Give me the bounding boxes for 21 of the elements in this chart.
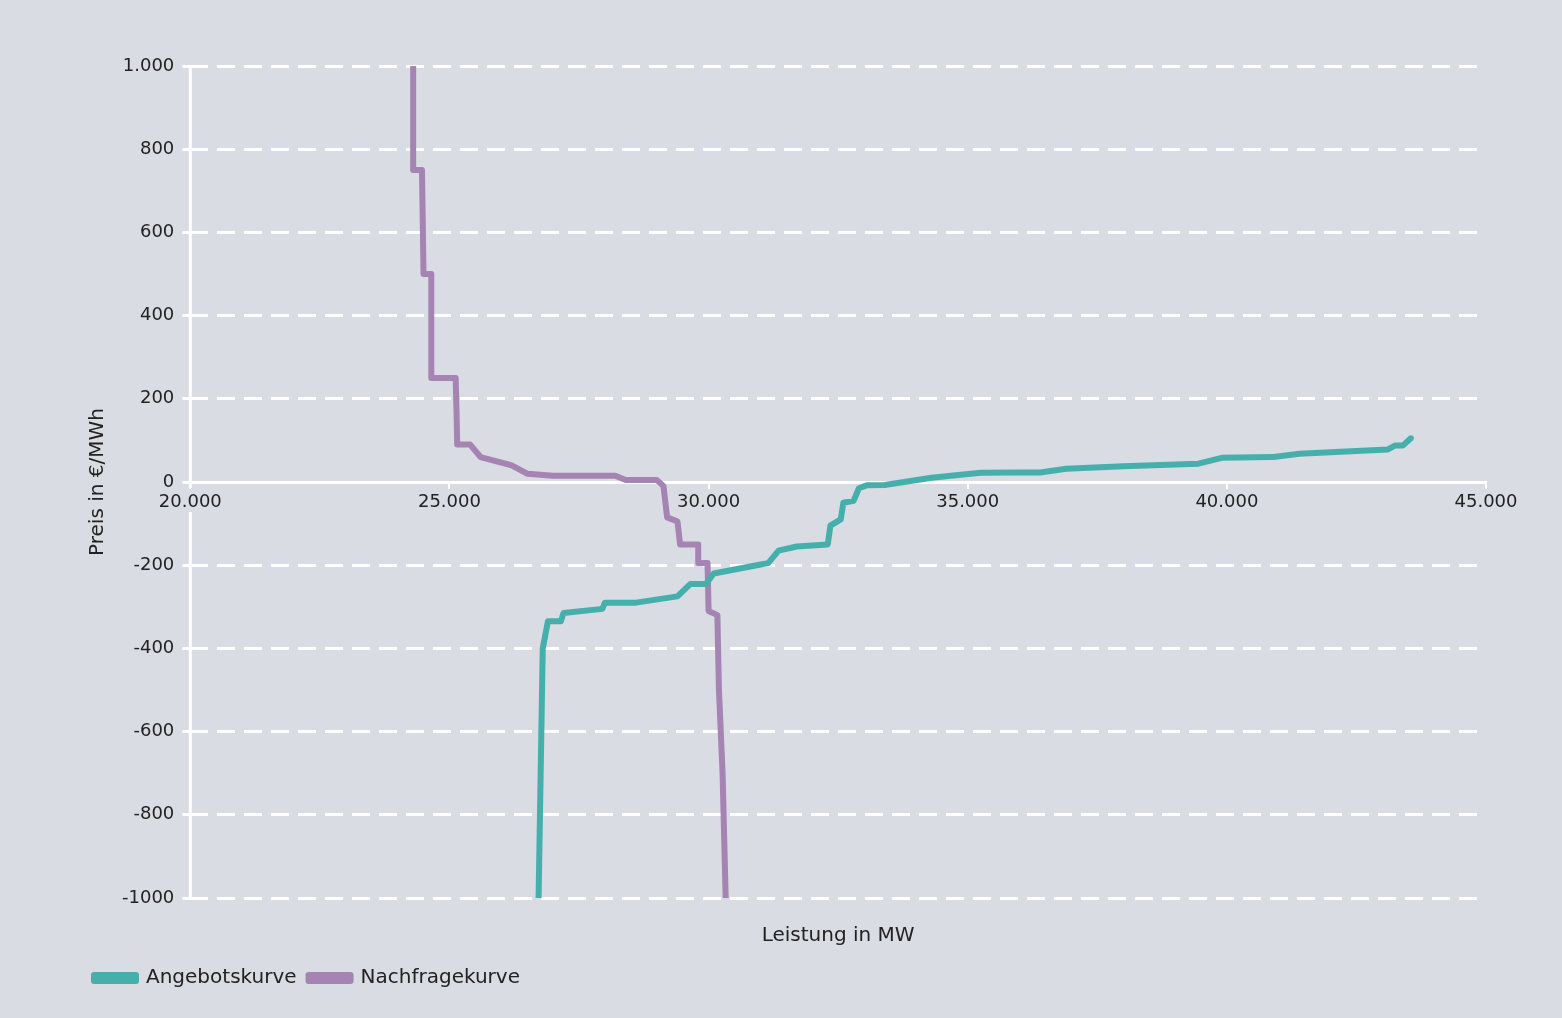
x-tick-label: 25.000 [417, 490, 481, 512]
y-tick-label: 0 [162, 469, 175, 491]
y-tick-label: -400 [133, 636, 175, 658]
x-tick-label: 40.000 [1195, 490, 1259, 512]
legend-label: Angebotskurve [146, 964, 297, 989]
x-tick-label: 30.000 [677, 490, 741, 512]
legend-label: Nachfragekurve [360, 964, 520, 989]
y-tick-label: -200 [133, 552, 175, 574]
y-tick-label: 400 [139, 303, 175, 325]
y-tick-label: -800 [133, 802, 175, 824]
x-tick-label: 20.000 [158, 490, 222, 512]
y-tick-label: -600 [133, 719, 175, 741]
y-tick-label: -1000 [121, 885, 175, 907]
x-tick-label: 35.000 [936, 490, 1000, 512]
y-tick-label: 200 [139, 386, 175, 408]
y-axis-title: Preis in €/MWh [84, 408, 109, 556]
x-axis-title: Leistung in MW [761, 922, 915, 947]
y-tick-label: 800 [139, 136, 175, 158]
x-tick-label: 45.000 [1454, 490, 1518, 512]
y-tick-label: 600 [139, 220, 175, 242]
y-tick-label: 1.000 [122, 53, 175, 75]
